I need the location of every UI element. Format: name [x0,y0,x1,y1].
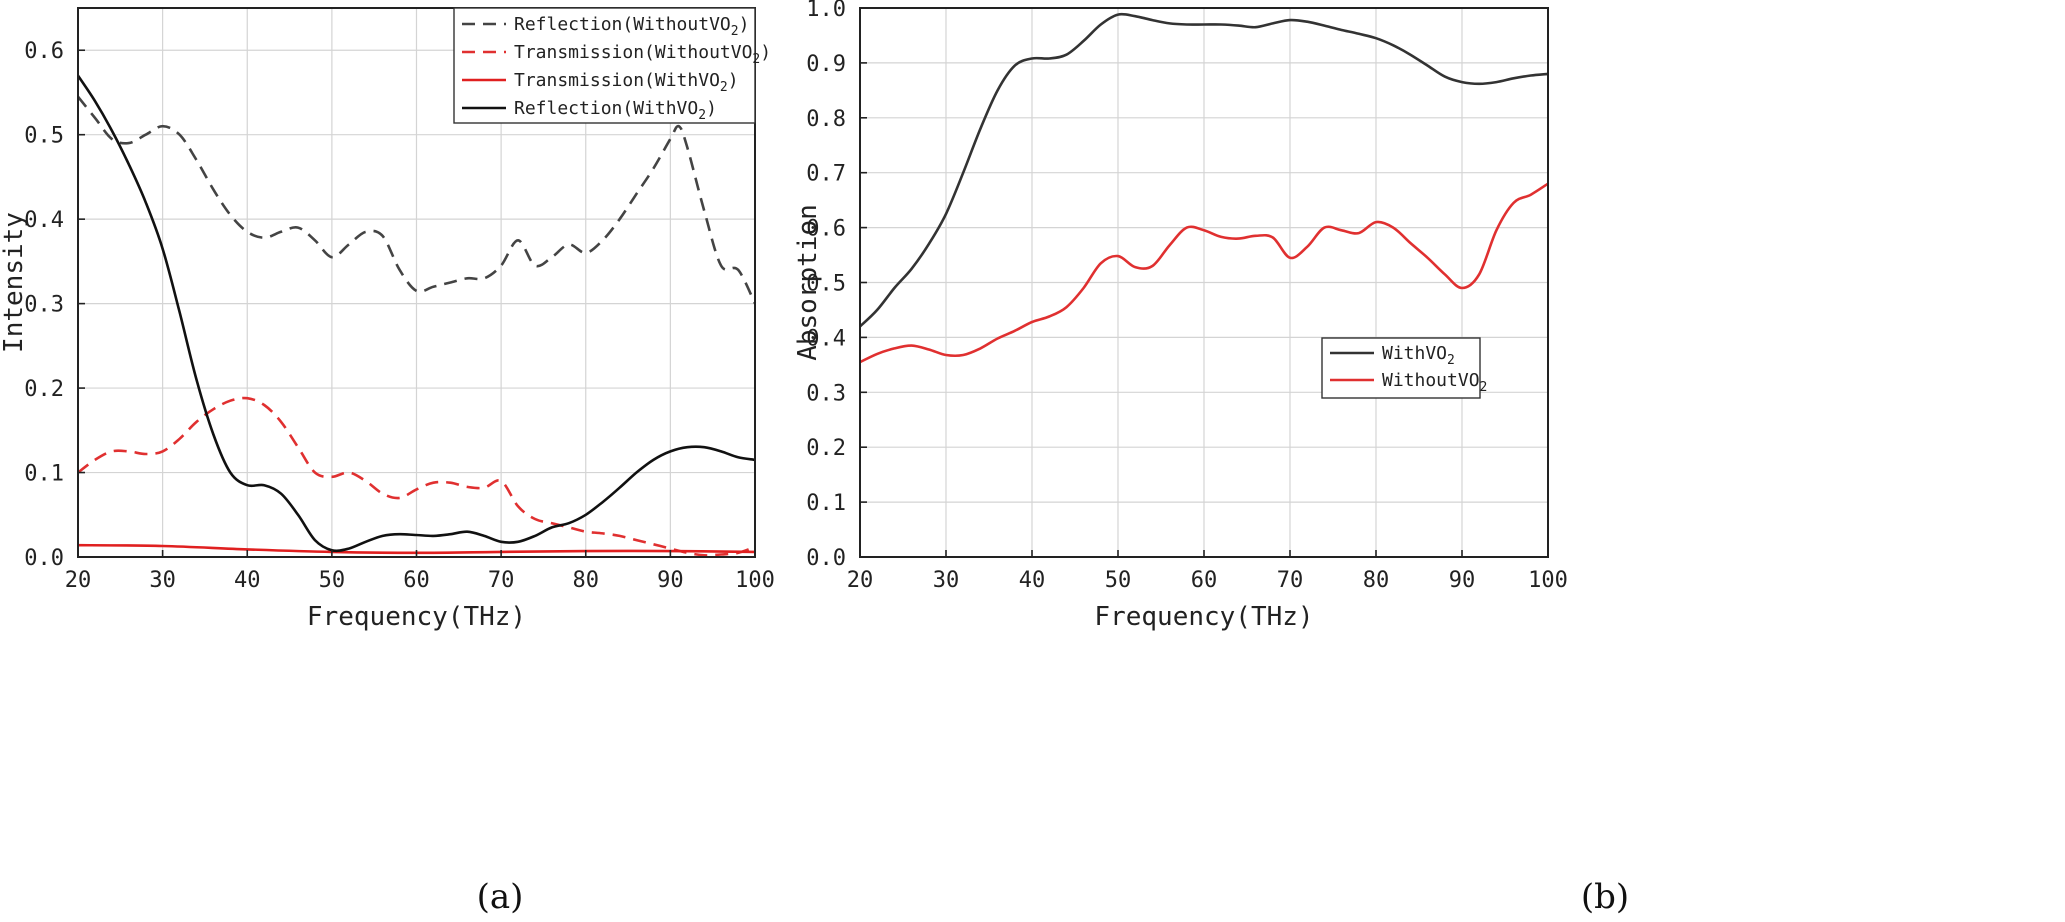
chart-a-ytick-label-6: 0.6 [24,39,64,64]
chart-b-ytick-label-9: 0.9 [806,52,846,77]
chart-b-xlabel: Frequency(THz) [1094,602,1313,632]
chart-a-series-1 [77,396,756,557]
chart-b-absorption: 20 30 40 50 60 70 80 90 100 0.0 0.1 0.2 0.3 0.4 0.5 0.6… [793,0,1568,632]
chart-a-xtick-label-1: 30 [149,568,176,593]
chart-b-ytick-label-0: 0.0 [806,546,846,571]
chart-a-ytick-label-5: 0.5 [24,124,64,149]
chart-a-intensity: 20 30 40 50 60 70 80 90 100 0.0 0.1 0.2 0.3 0.4 0.5 0.6… [0,7,775,632]
chart-a-legend-label-1: Transmission(WithoutVO2) [514,42,771,67]
chart-a-xtick-label-3: 50 [319,568,346,593]
chart-b-xtick-label-4: 60 [1191,568,1218,593]
chart-a-ytick-label-4: 0.4 [24,208,64,233]
chart-b-ylabel: Absorption [793,204,823,361]
chart-b-xtick-label-5: 70 [1277,568,1304,593]
chart-b-legend-label-0: WithVO2 [1382,343,1455,368]
chart-b-xtick-label-7: 90 [1449,568,1476,593]
chart-b-ytick-label-2: 0.2 [806,436,846,461]
chart-b-ytick-label-1: 0.1 [806,491,846,516]
chart-b-ytick-label-4: 0.4 [806,326,846,351]
chart-a-ytick-label-2: 0.2 [24,377,64,402]
chart-a-xlabel: Frequency(THz) [307,602,526,632]
chart-a-ytick-label-3: 0.3 [24,293,64,318]
chart-a-xtick-label-5: 70 [488,568,515,593]
chart-a-ytick-label-0: 0.0 [24,546,64,571]
chart-b-series-0 [859,12,1549,328]
chart-a-legend-label-2: Transmission(WithVO2) [514,70,739,95]
chart-a-legend-label-0: Reflection(WithoutVO2) [514,14,749,39]
chart-a-ylabel: Intensity [0,212,29,353]
chart-b-ytick-label-3: 0.3 [806,381,846,406]
chart-b-ytick-label-10: 1.0 [806,0,846,22]
chart-a-xtick-label-4: 60 [403,568,430,593]
chart-a-xtick-label-2: 40 [234,568,261,593]
chart-a-ytick-label-1: 0.1 [24,462,64,487]
chart-b-xtick-label-0: 20 [847,568,874,593]
chart-a-xtick-label-7: 90 [657,568,684,593]
chart-b-ytick-label-6: 0.6 [806,217,846,242]
chart-b-ytick-label-8: 0.8 [806,107,846,132]
chart-b-legend-box [1321,337,1481,399]
chart-a-legend-box [453,7,756,124]
chart-b-xtick-label-6: 80 [1363,568,1390,593]
chart-b-series-1 [859,182,1549,364]
chart-b-legend-label-1: WithoutVO2 [1382,370,1487,395]
chart-a-xtick-label-0: 20 [65,568,92,593]
caption-b: (b) [1581,877,1629,917]
caption-a: (a) [477,877,524,917]
chart-b-xtick-label-3: 50 [1105,568,1132,593]
chart-a-xtick-label-8: 100 [735,568,775,593]
chart-b-xtick-label-2: 40 [1019,568,1046,593]
chart-a-legend-label-3: Reflection(WithVO2) [514,98,717,123]
chart-a-xtick-label-6: 80 [573,568,600,593]
chart-a-series-3 [76,74,756,553]
chart-b-ytick-label-5: 0.5 [806,272,846,297]
chart-b-xtick-label-1: 30 [933,568,960,593]
chart-b-xtick-label-8: 100 [1528,568,1568,593]
chart-a-series-0 [76,95,757,305]
chart-a-legend: Reflection(WithoutVO2) Transmission(Witho… [453,7,771,124]
chart-b-ytick-label-7: 0.7 [806,162,846,187]
